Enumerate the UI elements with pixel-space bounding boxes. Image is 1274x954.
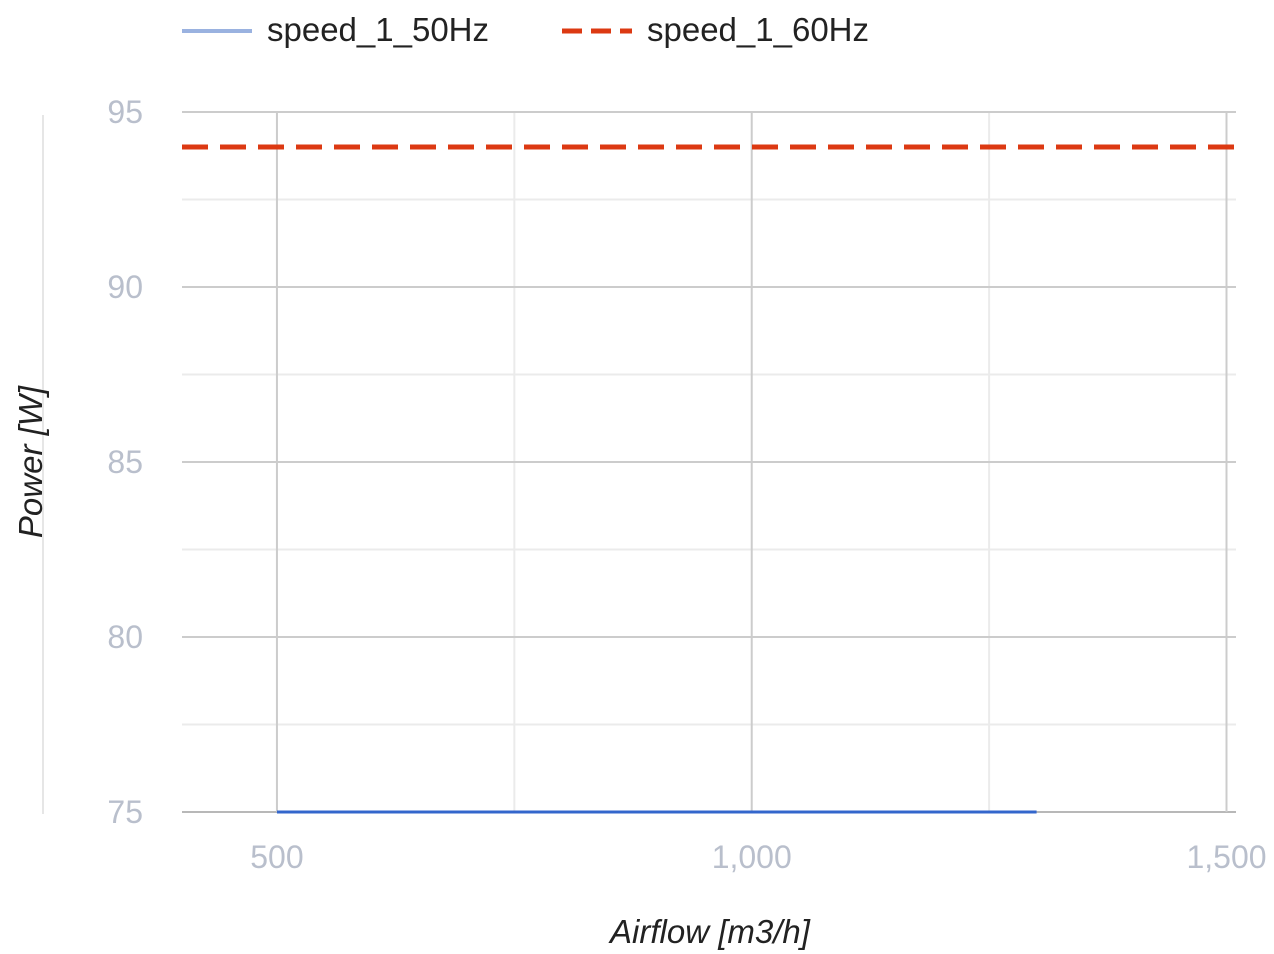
x-tick-label: 1,500	[1186, 839, 1266, 875]
legend-label[interactable]: speed_1_60Hz	[647, 11, 869, 48]
y-tick-label: 85	[107, 444, 143, 480]
x-tick-label: 1,000	[712, 839, 792, 875]
y-axis-title: Power [W]	[12, 385, 49, 538]
series-lines	[182, 144, 1236, 814]
legend[interactable]: speed_1_50Hz speed_1_60Hz	[182, 11, 869, 48]
y-tick-label: 95	[107, 94, 143, 130]
y-tick-label: 75	[107, 794, 143, 830]
tick-labels: 95 90 85 80 75 500 1,000 1,500	[107, 94, 1266, 875]
x-tick-label: 500	[250, 839, 303, 875]
x-axis-title: Airflow [m3/h]	[608, 913, 811, 950]
grid-lines	[182, 111, 1236, 813]
y-tick-label: 80	[107, 619, 143, 655]
y-tick-label: 90	[107, 269, 143, 305]
legend-label[interactable]: speed_1_50Hz	[267, 11, 489, 48]
